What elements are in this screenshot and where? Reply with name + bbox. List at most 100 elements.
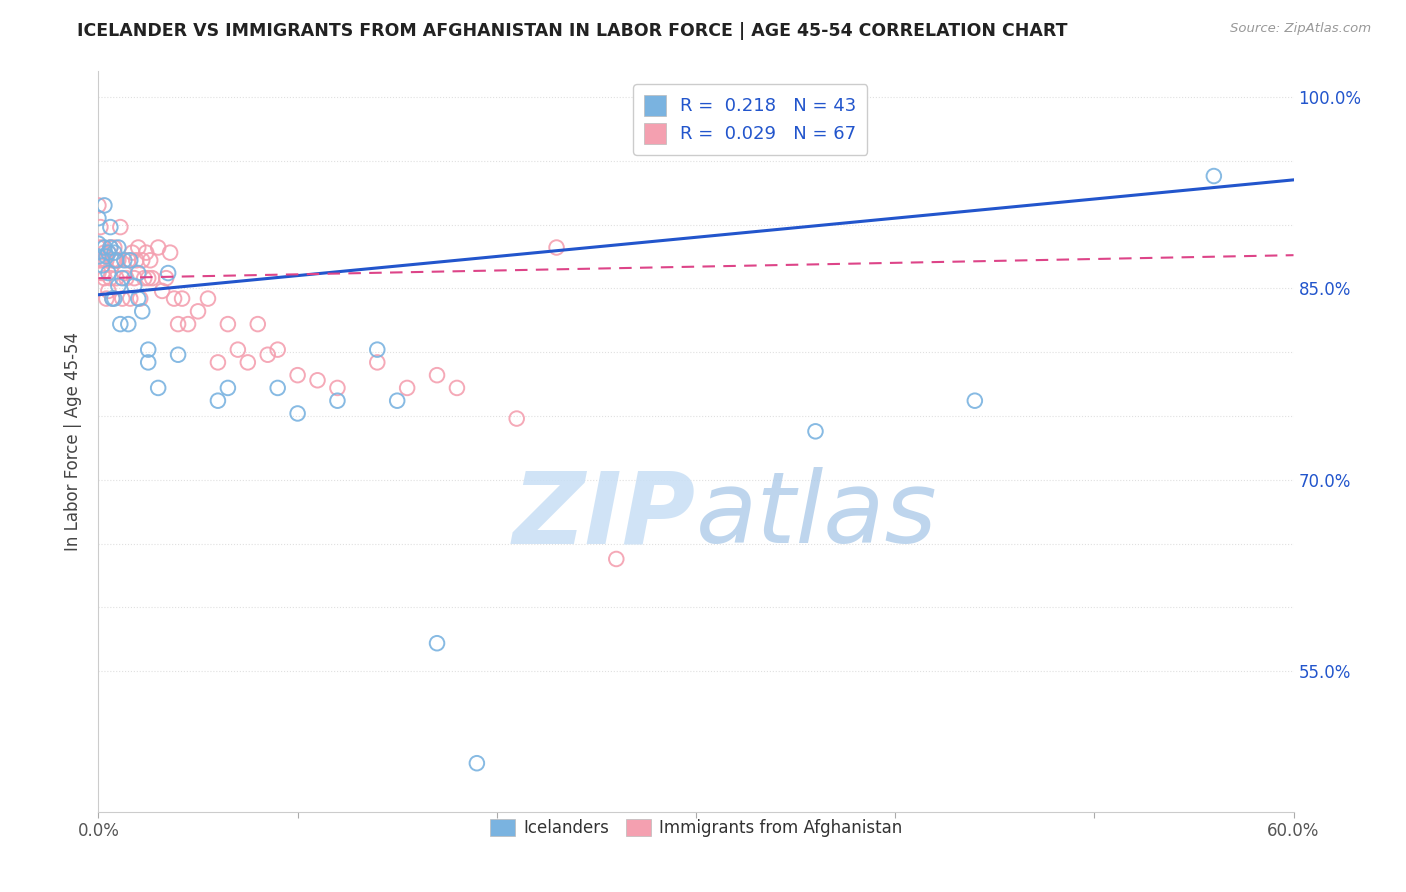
- Point: [307, 373, 329, 387]
- Point: [139, 253, 162, 268]
- Point: [107, 253, 129, 268]
- Point: [127, 240, 149, 254]
- Point: [1202, 169, 1225, 183]
- Point: [87, 211, 110, 226]
- Point: [103, 245, 125, 260]
- Point: [465, 756, 488, 771]
- Point: [167, 348, 190, 362]
- Point: [87, 253, 110, 268]
- Point: [155, 271, 177, 285]
- Point: [98, 271, 122, 285]
- Point: [136, 271, 159, 285]
- Point: [136, 343, 159, 357]
- Legend: Icelanders, Immigrants from Afghanistan: Icelanders, Immigrants from Afghanistan: [484, 813, 908, 844]
- Point: [287, 407, 309, 421]
- Point: [197, 292, 219, 306]
- Point: [207, 393, 229, 408]
- Point: [446, 381, 468, 395]
- Point: [107, 278, 129, 293]
- Point: [326, 393, 349, 408]
- Point: [135, 245, 157, 260]
- Point: [131, 304, 153, 318]
- Point: [93, 240, 115, 254]
- Point: [127, 266, 149, 280]
- Point: [103, 240, 125, 254]
- Point: [134, 271, 156, 285]
- Point: [98, 240, 122, 254]
- Point: [177, 317, 200, 331]
- Point: [396, 381, 419, 395]
- Point: [96, 292, 118, 306]
- Point: [426, 636, 449, 650]
- Point: [117, 253, 139, 268]
- Point: [98, 220, 122, 235]
- Point: [98, 240, 122, 254]
- Point: [236, 355, 259, 369]
- Point: [804, 425, 827, 439]
- Point: [963, 393, 986, 408]
- Point: [163, 292, 186, 306]
- Point: [87, 250, 110, 264]
- Point: [226, 343, 249, 357]
- Point: [120, 253, 142, 268]
- Point: [150, 284, 173, 298]
- Point: [96, 253, 118, 268]
- Point: [141, 271, 163, 285]
- Point: [217, 317, 239, 331]
- Point: [167, 317, 190, 331]
- Point: [124, 278, 146, 293]
- Point: [107, 240, 129, 254]
- Point: [506, 411, 529, 425]
- Point: [287, 368, 309, 383]
- Point: [111, 271, 134, 285]
- Point: [112, 253, 135, 268]
- Point: [110, 220, 132, 235]
- Point: [187, 304, 209, 318]
- Text: Source: ZipAtlas.com: Source: ZipAtlas.com: [1230, 22, 1371, 36]
- Point: [172, 292, 194, 306]
- Point: [159, 245, 181, 260]
- Point: [89, 253, 111, 268]
- Point: [546, 240, 568, 254]
- Point: [93, 271, 115, 285]
- Point: [97, 245, 120, 260]
- Point: [112, 266, 135, 280]
- Point: [105, 253, 128, 268]
- Point: [91, 259, 114, 273]
- Point: [148, 240, 170, 254]
- Point: [91, 240, 114, 254]
- Point: [101, 292, 124, 306]
- Y-axis label: In Labor Force | Age 45-54: In Labor Force | Age 45-54: [65, 332, 83, 551]
- Point: [157, 266, 180, 280]
- Point: [103, 292, 125, 306]
- Point: [120, 292, 142, 306]
- Point: [87, 240, 110, 254]
- Point: [127, 292, 149, 306]
- Point: [87, 236, 110, 251]
- Point: [246, 317, 269, 331]
- Point: [105, 271, 128, 285]
- Point: [103, 253, 125, 268]
- Point: [148, 381, 170, 395]
- Text: ICELANDER VS IMMIGRANTS FROM AFGHANISTAN IN LABOR FORCE | AGE 45-54 CORRELATION : ICELANDER VS IMMIGRANTS FROM AFGHANISTAN…: [77, 22, 1067, 40]
- Point: [117, 317, 139, 331]
- Point: [96, 250, 118, 264]
- Point: [91, 266, 114, 280]
- Point: [366, 343, 388, 357]
- Point: [256, 348, 278, 362]
- Point: [125, 253, 148, 268]
- Point: [124, 271, 146, 285]
- Point: [89, 220, 111, 235]
- Point: [136, 355, 159, 369]
- Point: [267, 381, 290, 395]
- Text: ZIP: ZIP: [513, 467, 696, 564]
- Point: [105, 253, 128, 268]
- Point: [93, 245, 115, 260]
- Text: atlas: atlas: [696, 467, 938, 564]
- Point: [207, 355, 229, 369]
- Point: [87, 266, 110, 280]
- Point: [101, 253, 124, 268]
- Point: [111, 292, 134, 306]
- Point: [326, 381, 349, 395]
- Point: [110, 317, 132, 331]
